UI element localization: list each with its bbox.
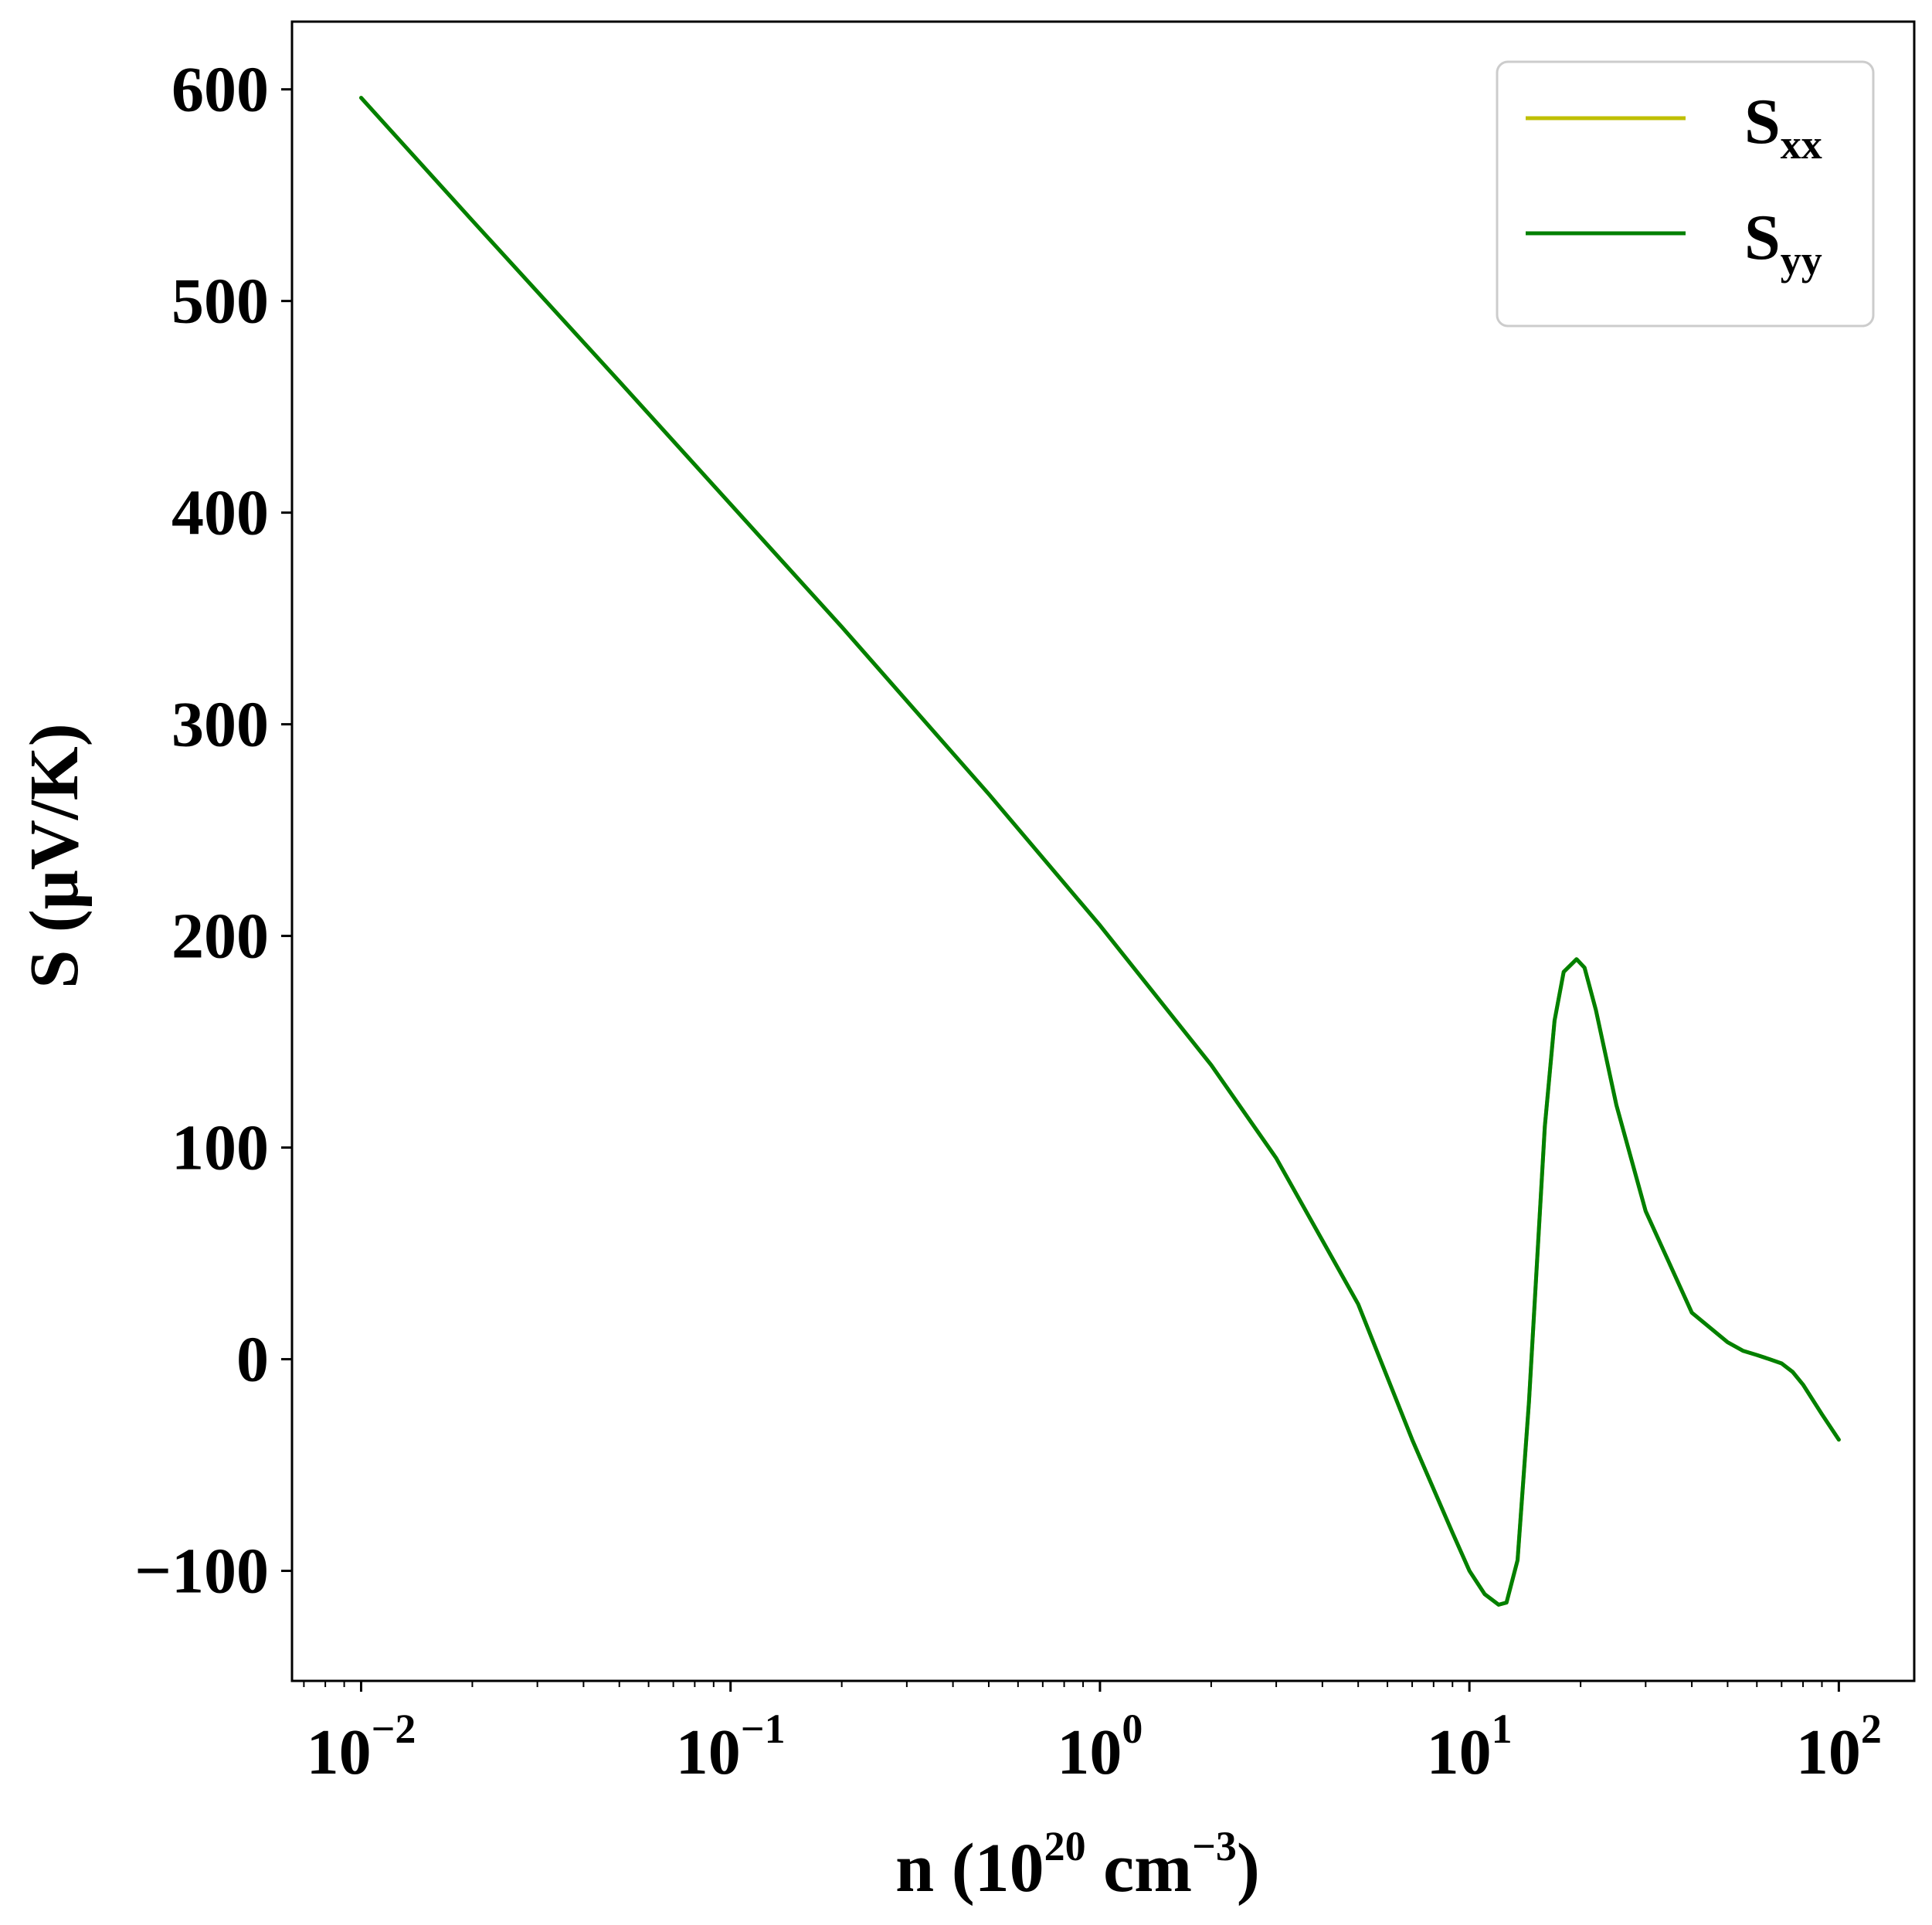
x-tick-label: 10−1 <box>676 1706 786 1788</box>
x-tick-label: 10−2 <box>307 1706 416 1788</box>
legend-label-sxx: Sxx <box>1744 86 1822 168</box>
y-tick-label: 300 <box>171 689 269 761</box>
axis-ticks: 600 500 400 300 200 100 0 −100 10−2 10−1 100 101 102 <box>134 54 1882 1788</box>
y-tick-label: 400 <box>171 477 269 549</box>
y-tick-label: 100 <box>171 1112 269 1184</box>
y-tick-label: 500 <box>171 266 269 338</box>
x-tick-label: 100 <box>1057 1706 1143 1788</box>
y-tick-label: −100 <box>134 1536 269 1608</box>
plot-frame <box>290 20 1916 1682</box>
legend-box <box>1496 60 1875 328</box>
y-tick-label: 600 <box>171 54 269 126</box>
y-tick-label: 200 <box>171 901 269 973</box>
y-axis-title: S (μV/K) <box>16 723 93 989</box>
x-axis-title: n (1020 cm−3) <box>895 1823 1260 1906</box>
series-line-syy <box>359 96 1841 1607</box>
y-tick-label: 0 <box>236 1324 269 1396</box>
legend: Sxx Syy <box>1496 60 1875 328</box>
legend-label-syy: Syy <box>1744 202 1822 283</box>
plot-area <box>359 96 1841 1607</box>
x-tick-label: 102 <box>1796 1706 1882 1788</box>
x-tick-label: 101 <box>1427 1706 1513 1788</box>
